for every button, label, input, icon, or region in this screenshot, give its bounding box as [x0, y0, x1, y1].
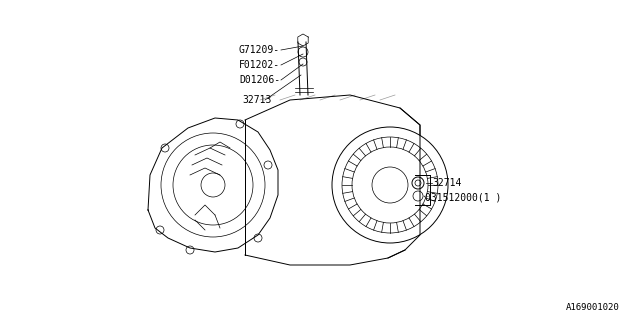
Text: 32713: 32713 [243, 95, 272, 105]
Text: A169001020: A169001020 [566, 303, 620, 312]
Text: F01202-: F01202- [239, 60, 280, 70]
Text: 32714: 32714 [432, 178, 461, 188]
Text: G71209-: G71209- [239, 45, 280, 55]
Text: D01206-: D01206- [239, 75, 280, 85]
Text: 031512000(1 ): 031512000(1 ) [425, 192, 501, 202]
